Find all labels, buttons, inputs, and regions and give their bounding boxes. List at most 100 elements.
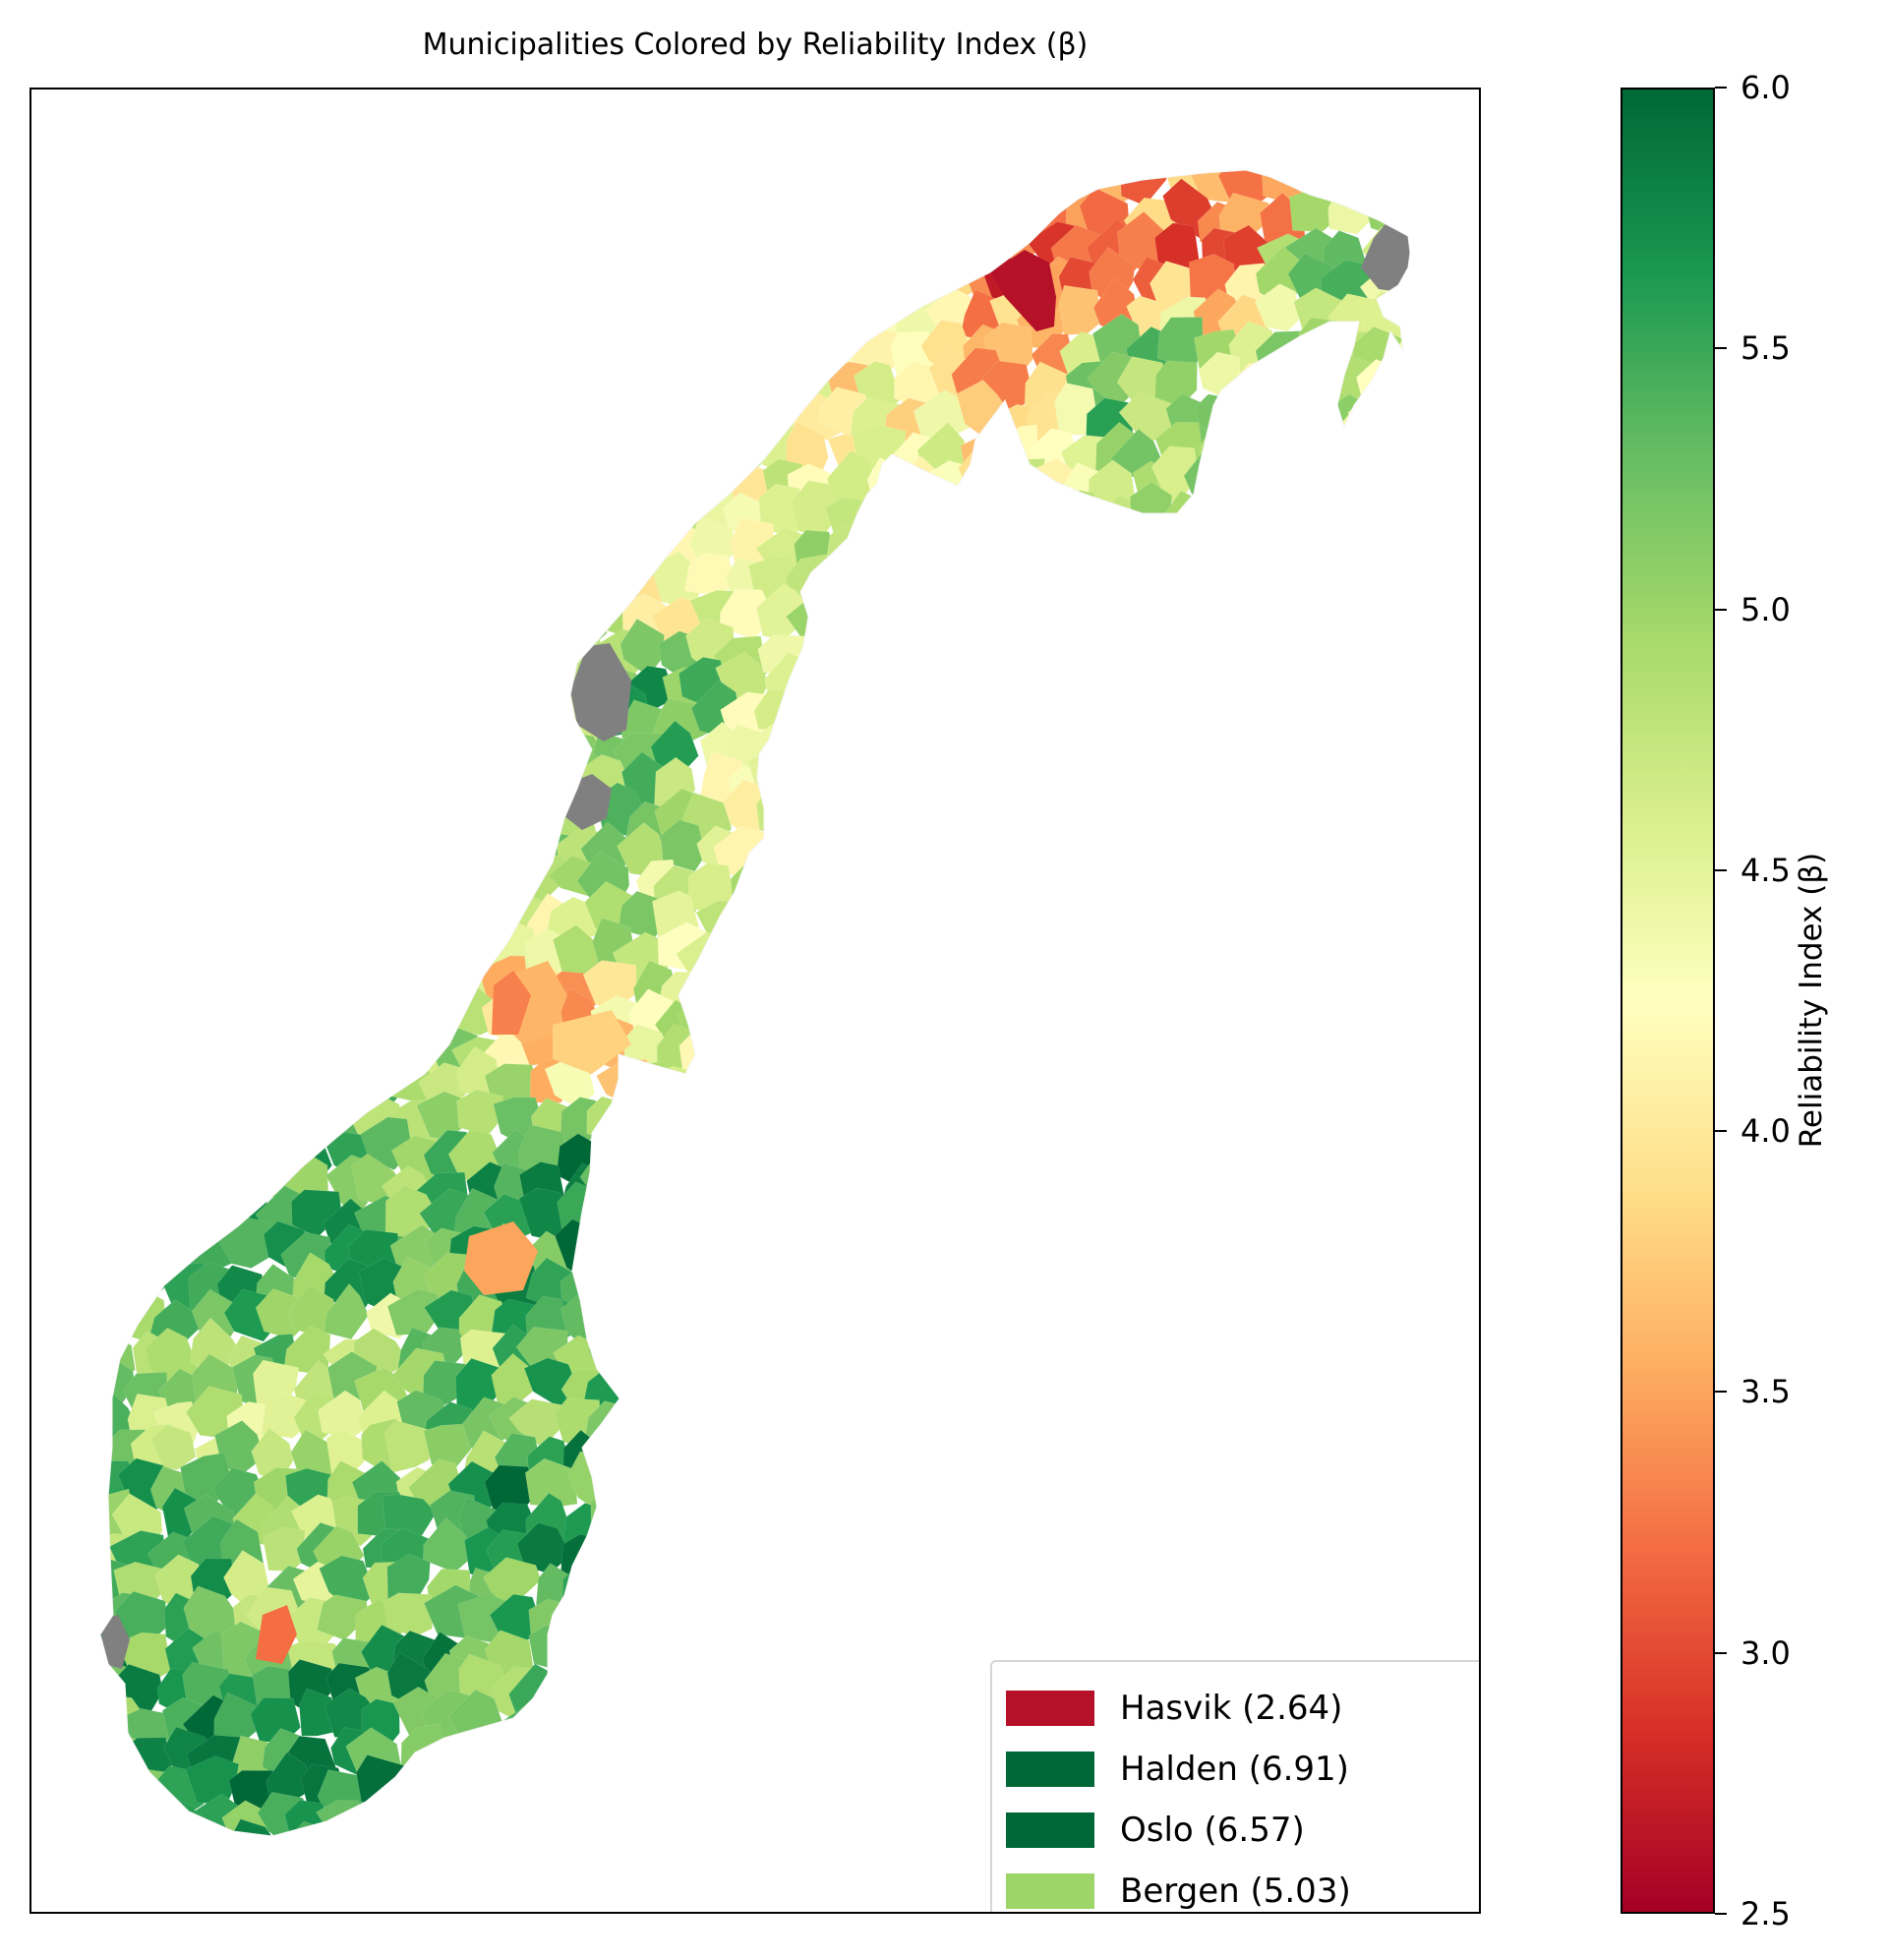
municipality-region <box>1055 821 1103 870</box>
municipality-region <box>321 393 379 443</box>
municipality-region <box>798 1258 857 1307</box>
municipality-region <box>1035 901 1080 948</box>
municipality-region <box>1227 532 1281 581</box>
municipality-region <box>462 794 514 836</box>
municipality-region <box>100 1788 109 1836</box>
municipality-region <box>1156 1453 1205 1504</box>
municipality-region <box>100 1440 115 1494</box>
municipality-region <box>416 589 469 634</box>
municipality-region <box>1353 1156 1410 1219</box>
municipality-region <box>178 935 228 984</box>
municipality-region <box>319 752 366 807</box>
municipality-region <box>358 294 410 343</box>
municipality-region <box>493 456 550 504</box>
municipality-region <box>653 326 713 381</box>
municipality-region <box>923 194 980 247</box>
municipality-region <box>1282 1099 1336 1149</box>
municipality-region <box>695 1626 744 1680</box>
municipality-region <box>385 724 440 772</box>
municipality-region <box>482 416 538 467</box>
municipality-region <box>1153 170 1210 176</box>
municipality-region <box>490 1802 545 1836</box>
municipality-region <box>218 1062 267 1112</box>
municipality-region <box>937 1693 989 1748</box>
municipality-region <box>786 822 845 885</box>
municipality-region <box>899 1427 947 1479</box>
municipality-region <box>596 194 655 254</box>
municipality-region <box>290 255 343 310</box>
municipality-region <box>526 524 588 576</box>
municipality-region <box>425 1800 478 1836</box>
municipality-region <box>349 760 396 817</box>
municipality-region <box>1153 1289 1201 1347</box>
municipality-region <box>857 1122 910 1170</box>
municipality-region <box>203 757 256 816</box>
municipality-region <box>1229 119 1282 169</box>
municipality-region <box>533 170 586 209</box>
municipality-region <box>119 719 170 769</box>
legend-swatch <box>1006 1873 1094 1909</box>
municipality-region <box>999 487 1053 539</box>
municipality-region <box>1331 512 1378 565</box>
municipality-region <box>1361 1365 1410 1415</box>
municipality-region <box>787 997 838 1056</box>
municipality-region <box>1361 994 1410 1050</box>
municipality-region <box>1164 1162 1214 1215</box>
municipality-region <box>722 1233 763 1288</box>
municipality-region <box>619 1429 669 1477</box>
municipality-region <box>798 1524 849 1581</box>
municipality-region <box>1096 661 1144 714</box>
municipality-region <box>100 656 114 706</box>
colorbar <box>1621 88 1715 1914</box>
municipality-region <box>834 853 889 900</box>
municipality-region <box>791 191 838 247</box>
municipality-region <box>644 1724 702 1771</box>
municipality-region <box>1126 1336 1180 1386</box>
municipality-region <box>795 1429 844 1487</box>
municipality-region <box>418 170 469 191</box>
municipality-region <box>1131 598 1186 643</box>
municipality-region <box>1092 690 1138 738</box>
municipality-region <box>548 258 607 318</box>
municipality-region <box>914 1187 966 1237</box>
municipality-region <box>584 1757 633 1818</box>
municipality-region <box>994 457 1045 514</box>
municipality-region <box>421 457 471 508</box>
municipality-region <box>1218 761 1269 817</box>
municipality-region <box>113 827 176 890</box>
municipality-region <box>732 1722 786 1773</box>
municipality-region <box>1058 1062 1112 1118</box>
municipality-region <box>1030 1603 1085 1647</box>
municipality-region <box>860 824 912 881</box>
municipality-region <box>721 1281 780 1337</box>
municipality-region <box>861 993 924 1046</box>
municipality-region <box>995 1167 1043 1216</box>
municipality-region <box>451 854 504 908</box>
municipality-region <box>619 356 675 409</box>
municipality-region <box>279 985 330 1034</box>
municipality-region <box>555 388 610 444</box>
municipality-region <box>218 188 271 244</box>
municipality-region <box>490 782 542 834</box>
municipality-region <box>938 1023 981 1083</box>
municipality-region <box>764 1395 816 1446</box>
municipality-region <box>100 991 106 1040</box>
municipality-region <box>730 1061 785 1107</box>
municipality-region <box>969 934 1019 984</box>
municipality-region <box>1219 1360 1269 1418</box>
municipality-region <box>226 385 275 442</box>
municipality-region <box>1347 1423 1402 1487</box>
municipality-region <box>120 618 170 674</box>
municipality-region <box>863 690 914 743</box>
municipality-region <box>966 1460 1015 1509</box>
municipality-region <box>397 334 447 381</box>
municipality-region <box>1232 998 1275 1052</box>
municipality-region <box>929 1482 972 1538</box>
municipality-region <box>889 1571 939 1620</box>
municipality-region <box>860 1828 914 1836</box>
municipality-region <box>763 816 821 874</box>
municipality-region <box>832 562 877 612</box>
municipality-region <box>100 1655 102 1705</box>
municipality-region <box>261 1392 311 1439</box>
municipality-region <box>323 499 374 546</box>
